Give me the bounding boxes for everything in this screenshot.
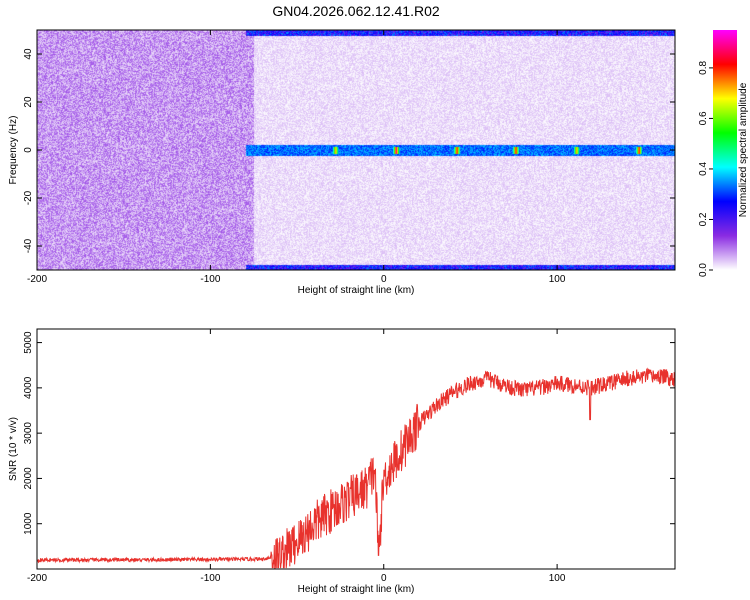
x-tick-label: -200: [27, 274, 47, 285]
spectrogram-y-label: Frequency (Hz): [8, 116, 19, 185]
y-tick-label: 20: [23, 96, 34, 108]
spectrogram-x-label: Height of straight line (km): [298, 285, 415, 296]
x-tick-label: 100: [549, 573, 566, 584]
snr-y-axis: 1000 2000 3000 4000 5000: [23, 331, 675, 535]
figure-title: GN04.2026.062.12.41.R02: [272, 3, 440, 19]
y-tick-label: 2000: [23, 467, 34, 490]
colorbar-tick-label: 0.2: [698, 212, 709, 226]
colorbar-tick-label: 0.0: [698, 263, 709, 277]
x-tick-label: -200: [27, 573, 47, 584]
colorbar-tick-label: 0.6: [698, 111, 709, 125]
spectrogram-y-axis: -40 -20 0 20 40: [23, 48, 675, 253]
snr-frame: [36, 328, 676, 570]
y-tick-label: -20: [23, 190, 34, 205]
x-tick-label: 0: [381, 573, 387, 584]
spectrogram-x-axis: -200 -100 0 100: [27, 30, 566, 285]
y-tick-label: 5000: [23, 331, 34, 354]
spectrogram-image: [37, 30, 675, 270]
snr-panel: -200 -100 0 100 1000 2000 3000 4000 5000 Height…: [8, 328, 676, 595]
y-tick-label: 1000: [23, 512, 34, 535]
colorbar-label: Normalized spectral amplitude: [738, 82, 749, 217]
snr-x-label: Height of straight line (km): [298, 584, 415, 595]
x-tick-label: -100: [200, 573, 220, 584]
colorbar-tick-label: 0.4: [698, 162, 709, 176]
y-tick-label: 3000: [23, 422, 34, 445]
y-tick-label: -40: [23, 238, 34, 253]
colorbar-tick-label: 0.8: [698, 61, 709, 75]
y-tick-label: 40: [23, 48, 34, 60]
colorbar: 0.0 0.2 0.4 0.6 0.8 Normalized spectral ampl…: [698, 30, 749, 277]
y-tick-label: 4000: [23, 376, 34, 399]
x-tick-label: 100: [549, 274, 566, 285]
x-tick-label: 0: [381, 274, 387, 285]
snr-series-line: [37, 367, 675, 569]
snr-y-label: SNR (10 * v/v): [8, 417, 19, 481]
snr-x-axis: -200 -100 0 100: [27, 329, 566, 584]
y-tick-label: 0: [23, 147, 34, 153]
colorbar-scale: [713, 30, 737, 270]
x-tick-label: -100: [200, 274, 220, 285]
colorbar-axis: 0.0 0.2 0.4 0.6 0.8: [698, 61, 713, 277]
